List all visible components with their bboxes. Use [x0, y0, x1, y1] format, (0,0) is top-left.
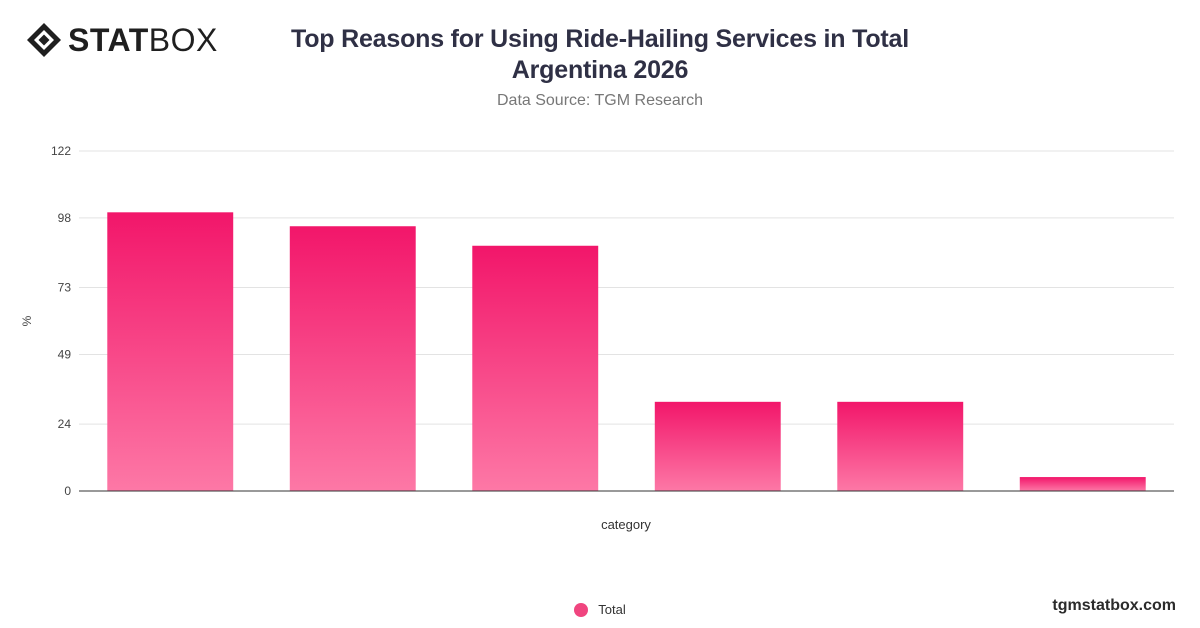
legend-swatch-total[interactable]: [574, 602, 589, 617]
grid-lines: [79, 150, 1174, 425]
logo-wordmark: STATBOX: [68, 22, 218, 58]
legend-label-total[interactable]: Total: [598, 602, 626, 617]
bar-total-4[interactable]: [654, 401, 781, 491]
y-tick-label: 122: [51, 144, 71, 158]
legend: Total: [0, 602, 1200, 617]
chart-subtitle: Data Source: TGM Research: [496, 92, 703, 109]
bars: [107, 212, 1146, 492]
bar-total-6[interactable]: [1019, 477, 1146, 491]
statbox-logo: STATBOX: [26, 22, 218, 58]
logo-wordmark-light: BOX: [148, 22, 218, 58]
bar-total-1[interactable]: [107, 212, 234, 492]
y-tick-label: 73: [58, 281, 72, 295]
bar-total-2[interactable]: [289, 226, 416, 491]
logo-wordmark-bold: STAT: [68, 22, 149, 58]
statbox-diamond-icon: [27, 23, 61, 57]
y-tick-label: 98: [58, 211, 72, 225]
brand-url: tgmstatbox.com: [1052, 597, 1176, 614]
y-tick-label: 49: [58, 347, 72, 361]
y-axis-label: %: [20, 315, 34, 326]
chart-title: Top Reasons for Using Ride-Hailing Servi…: [291, 25, 909, 84]
y-tick-label: 0: [64, 484, 71, 498]
bar-total-5[interactable]: [837, 401, 964, 491]
y-tick-label: 24: [58, 417, 72, 431]
y-axis-ticks: 0 24 49 73 98 122: [51, 144, 71, 498]
x-axis-label: category: [601, 517, 651, 532]
bar-total-3[interactable]: [472, 245, 599, 491]
